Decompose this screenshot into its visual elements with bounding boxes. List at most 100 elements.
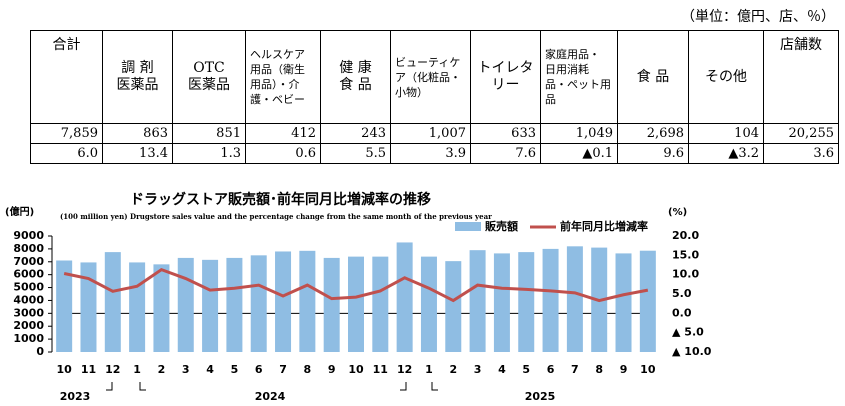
- y-tick-label: 6000: [13, 268, 44, 281]
- y-tick-label: 0: [36, 345, 44, 358]
- x-tick-label: 3: [474, 363, 482, 376]
- bar: [129, 262, 146, 352]
- data-row: 7,859 863 851 412 243 1,007 633 1,049 2,698 104 20…: [30, 123, 839, 144]
- chart: ドラッグストア販売額･前年同月比増減率の推移 (億円) (100 million…: [5, 191, 712, 403]
- cell: 7,859: [30, 123, 103, 144]
- bar: [250, 255, 267, 352]
- header-text: OTC: [193, 60, 225, 76]
- header-cell: 調 剤医薬品: [102, 30, 173, 124]
- header-cell: ビューティケ ア（化粧品・ 小物）: [390, 30, 471, 124]
- x-tick-label: 5: [522, 363, 530, 376]
- header-text: 食 品: [339, 77, 372, 93]
- y-tick-label: 9000: [13, 229, 44, 242]
- cell: 633: [470, 123, 541, 144]
- header-cell: OTC 医薬品: [172, 30, 246, 124]
- cell: 863: [102, 123, 173, 144]
- year-label: 2024: [255, 390, 286, 403]
- header-text: 店舗数: [780, 37, 822, 53]
- cell: 412: [245, 123, 321, 144]
- bar: [445, 261, 462, 352]
- legend-label: 販売額: [485, 219, 518, 233]
- cell: 3.9: [390, 143, 471, 164]
- header-text: ア（化粧品・: [395, 70, 461, 84]
- header-text: 用品）・介: [250, 78, 300, 91]
- header-cell: 健 康食 品: [320, 30, 391, 124]
- y-label: (億円): [5, 205, 34, 218]
- header-text: 医薬品: [116, 77, 159, 93]
- x-tick-label: 4: [206, 363, 214, 376]
- y-tick-label: 5000: [13, 281, 44, 294]
- x-tick-label: 3: [182, 363, 190, 376]
- unit: （単位：億円、店、％）: [681, 9, 835, 25]
- cell: 0.6: [245, 143, 321, 164]
- header-text: 護・ベビー: [250, 93, 305, 106]
- header-text: その他: [705, 68, 747, 85]
- y-tick-label: 4000: [13, 293, 44, 306]
- header-text: 医薬品: [188, 77, 230, 93]
- bar: [323, 257, 340, 352]
- y-tick-label: 8000: [13, 242, 44, 255]
- bar: [615, 253, 632, 352]
- year-label: 2025: [525, 390, 556, 403]
- cell: 5.5: [320, 143, 391, 164]
- y-tick-label: 2000: [13, 319, 44, 332]
- y2-tick-label: 15.0: [672, 248, 699, 261]
- cell: 1,049: [540, 123, 618, 144]
- header-text: 品・ペット用: [545, 78, 611, 91]
- data-row: 6.0 13.4 1.3 0.6 5.5 3.9 7.6 ▲0.1 9.6 ▲3.2 3.6: [30, 143, 839, 164]
- x-tick-label: 8: [595, 363, 603, 376]
- y2-tick-label: 5.0: [672, 287, 692, 300]
- header-text: 品: [545, 93, 556, 106]
- header-text: ヘルスケア: [250, 48, 305, 61]
- cell: 3.6: [763, 143, 839, 164]
- x-tick-label: 10: [640, 363, 656, 376]
- legend-swatch: [455, 222, 481, 231]
- bar: [396, 242, 413, 352]
- header-text: トイレタリー: [477, 60, 534, 93]
- x-tick-label: 1: [133, 363, 141, 376]
- cell: 1,007: [390, 123, 471, 144]
- x-tick-label: 6: [547, 363, 555, 376]
- header-text: 合計: [52, 37, 81, 53]
- bar: [104, 252, 121, 352]
- bar: [226, 257, 243, 352]
- y-tick-label: 7000: [13, 255, 44, 268]
- header-text: 健 康: [339, 60, 372, 76]
- x-tick-label: 11: [81, 363, 96, 376]
- bar: [56, 260, 73, 352]
- bar: [542, 248, 559, 352]
- x-tick-label: 10: [348, 363, 364, 376]
- bar: [177, 257, 194, 352]
- cell: 20,255: [763, 123, 839, 144]
- header-cell: 合計: [30, 30, 103, 124]
- x-tick-label: 8: [304, 363, 312, 376]
- header-cell: 家庭用品・日用消耗品・ペット用品: [540, 30, 618, 124]
- y2-tick-label: ▲ 5.0: [672, 326, 704, 339]
- header-text: 家庭用品・: [545, 48, 600, 61]
- y-tick-label: 3000: [13, 306, 44, 319]
- x-tick-label: 9: [620, 363, 628, 376]
- header-text: ビューティケ: [395, 55, 461, 69]
- subtitle: Drugstore sales value and the percentage…: [130, 212, 492, 221]
- header-text: 用品（衛生: [250, 63, 305, 76]
- header-cell: その他: [688, 30, 764, 124]
- y-tick-label: 1000: [13, 332, 44, 345]
- cell: 6.0: [30, 143, 103, 164]
- y2-label: (%): [668, 207, 687, 218]
- bar: [275, 251, 292, 352]
- header-text: 食 品: [636, 68, 670, 85]
- bar: [469, 250, 486, 352]
- header-cell: ヘルスケア用品（衛生用品）・介護・ベビー: [245, 30, 321, 124]
- bar: [80, 262, 97, 352]
- y2-tick-label: 20.0: [672, 229, 699, 242]
- header-text: 調 剤: [121, 60, 154, 76]
- cell: ▲3.2: [688, 143, 764, 164]
- bar: [420, 256, 437, 352]
- bar: [202, 259, 219, 352]
- x-tick-label: 6: [255, 363, 263, 376]
- y2-tick-label: ▲ 10.0: [672, 345, 712, 358]
- header-text: 日用消耗: [545, 63, 589, 76]
- cell: 13.4: [102, 143, 173, 164]
- header-cell: トイレタリー: [470, 30, 541, 124]
